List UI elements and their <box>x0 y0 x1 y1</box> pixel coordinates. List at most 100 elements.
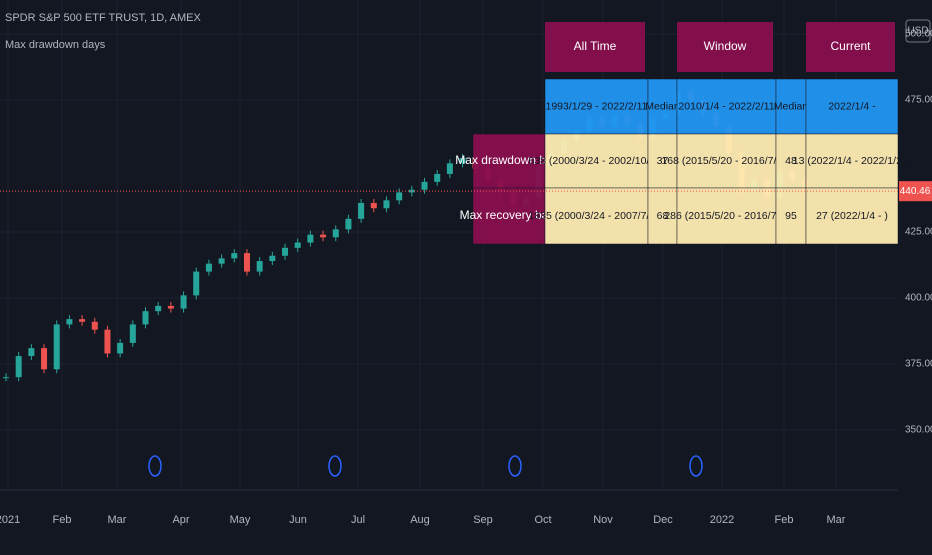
candle-body <box>307 234 314 243</box>
table-cell <box>775 78 807 135</box>
table-header: All Time <box>574 39 617 53</box>
table-cell-text: 638 (2000/3/24 - 2002/10/10) <box>528 155 664 167</box>
candle-body <box>28 348 35 357</box>
table-cell <box>544 187 649 245</box>
candle-body <box>3 377 9 379</box>
table-cell-text: 68 <box>657 210 669 222</box>
table-cell-text: 48 <box>785 155 797 167</box>
candle-body <box>294 242 301 248</box>
table-cell <box>472 133 546 189</box>
table-cell <box>647 133 678 189</box>
candle-body <box>383 200 390 209</box>
table-cell <box>805 78 899 135</box>
dividend-marker[interactable] <box>689 455 703 477</box>
y-tick-label: 500.00 <box>905 29 932 40</box>
x-tick-label: Sep <box>473 514 493 526</box>
table-cell-text: 1835 (2000/3/24 - 2007/7/16) <box>528 210 664 222</box>
candle-body <box>104 329 111 354</box>
y-tick-label: 350.00 <box>905 425 932 436</box>
table-cell-text: 1993/1/29 - 2022/2/11 <box>546 100 648 112</box>
x-tick-label: Nov <box>593 514 613 526</box>
table-cell <box>472 187 546 245</box>
candle-body <box>269 255 276 262</box>
table-cell-text: 95 <box>785 210 797 222</box>
x-tick-label: 2022 <box>710 514 734 526</box>
candle-body <box>345 218 352 230</box>
candle-body <box>446 163 453 174</box>
dividend-marker[interactable] <box>328 455 342 477</box>
candle-body <box>205 263 212 272</box>
table-cell <box>676 187 777 245</box>
candle-body <box>256 261 263 272</box>
candle-body <box>117 342 124 354</box>
table-cell-text: Max recovery bars <box>460 208 559 222</box>
candle-body <box>218 258 225 264</box>
last-price-box <box>899 181 932 202</box>
table-cell-text: 2022/1/4 - <box>828 100 876 112</box>
symbol-title: SPDR S&P 500 ETF TRUST, 1D, AMEX <box>5 12 201 24</box>
x-tick-label: 2021 <box>0 514 20 526</box>
candle-body <box>370 202 377 209</box>
x-tick-label: May <box>230 514 251 526</box>
table-cell-text: 286 (2015/5/20 - 2016/7/8) <box>664 210 788 222</box>
dividend-marker[interactable] <box>148 455 162 477</box>
x-tick-label: Jul <box>351 514 365 526</box>
x-tick-label: Oct <box>534 514 551 526</box>
table-cell <box>775 133 807 189</box>
y-tick-label: 375.00 <box>905 359 932 370</box>
dividend-marker[interactable] <box>508 455 522 477</box>
table-cell-text: Median <box>774 100 809 112</box>
table-cell <box>805 133 899 189</box>
table-cell-text: Max drawdown bars <box>455 153 562 167</box>
candle-body <box>180 295 187 309</box>
candle-body <box>66 319 73 325</box>
candle-body <box>41 348 48 370</box>
x-tick-label: Mar <box>827 514 846 526</box>
candle-body <box>421 181 428 190</box>
candle-body <box>434 173 441 182</box>
table-cell-text: 27 (2022/1/4 - ) <box>816 210 888 222</box>
x-tick-label: Feb <box>53 514 72 526</box>
table-header: Current <box>830 39 871 53</box>
x-tick-label: Mar <box>108 514 127 526</box>
candle-body <box>459 158 466 164</box>
y-tick-label: 425.00 <box>905 227 932 238</box>
table-cell <box>676 133 777 189</box>
currency-box[interactable] <box>905 19 931 43</box>
table-cell-text: 13 (2022/1/4 - 2022/1/24) <box>793 155 912 167</box>
table-header: Window <box>704 39 747 53</box>
x-tick-label: Feb <box>775 514 794 526</box>
table-cell <box>676 78 777 135</box>
x-tick-label: Aug <box>410 514 430 526</box>
table-cell <box>647 187 678 245</box>
table-cell <box>805 187 899 245</box>
table-cell <box>806 22 895 72</box>
table-cell <box>677 22 773 72</box>
x-tick-label: Jun <box>289 514 307 526</box>
candle-body <box>193 271 200 296</box>
candle-body <box>91 321 98 330</box>
table-cell <box>545 22 645 72</box>
y-tick-label: 400.00 <box>905 293 932 304</box>
candle-body <box>332 229 339 238</box>
table-cell <box>544 78 649 135</box>
table-cell-text: Median <box>645 100 680 112</box>
last-price-label: 440.46 <box>900 186 931 197</box>
indicator-name: Max drawdown days <box>5 39 106 51</box>
currency: USD <box>907 26 928 37</box>
candle-body <box>358 202 365 219</box>
x-tick-label: Dec <box>653 514 673 526</box>
candle-body <box>129 324 136 343</box>
candle-body <box>231 253 238 259</box>
y-tick-label: 475.00 <box>905 95 932 106</box>
table-cell-text: 37 <box>657 155 669 167</box>
candle-body <box>396 192 403 201</box>
candle-body <box>155 305 162 312</box>
candle-body <box>142 311 149 325</box>
candle-body <box>243 253 250 272</box>
candle-body <box>320 234 327 238</box>
candle-body <box>167 305 174 309</box>
table-cell-text: 168 (2015/5/20 - 2016/7/20) <box>661 155 791 167</box>
candle-body <box>282 247 289 256</box>
